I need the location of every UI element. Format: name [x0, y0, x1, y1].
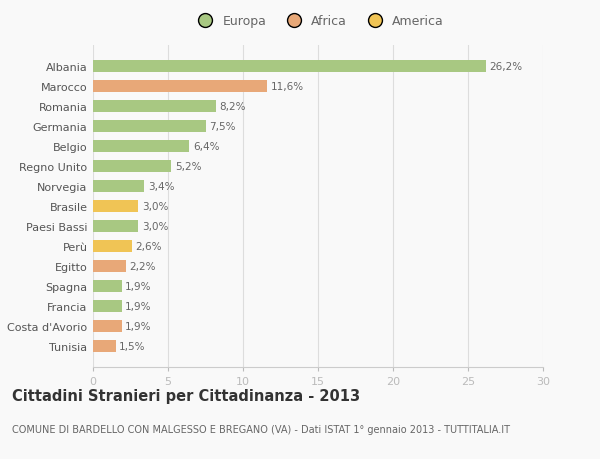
Text: 1,9%: 1,9% — [125, 281, 152, 291]
Text: 1,5%: 1,5% — [119, 341, 146, 352]
Text: 26,2%: 26,2% — [490, 62, 523, 72]
Text: 2,2%: 2,2% — [130, 262, 156, 271]
Text: 8,2%: 8,2% — [220, 101, 246, 112]
Text: COMUNE DI BARDELLO CON MALGESSO E BREGANO (VA) - Dati ISTAT 1° gennaio 2013 - TU: COMUNE DI BARDELLO CON MALGESSO E BREGAN… — [12, 425, 510, 435]
Text: 2,6%: 2,6% — [136, 241, 162, 252]
Bar — [93, 320, 121, 333]
Bar — [93, 220, 138, 233]
Text: Cittadini Stranieri per Cittadinanza - 2013: Cittadini Stranieri per Cittadinanza - 2… — [12, 388, 360, 403]
Text: 3,0%: 3,0% — [142, 202, 168, 212]
Text: 5,2%: 5,2% — [175, 162, 201, 172]
Bar — [93, 160, 171, 173]
Bar — [93, 180, 144, 193]
Bar — [93, 340, 115, 353]
Bar — [93, 280, 121, 293]
Bar — [93, 241, 132, 253]
Text: 3,0%: 3,0% — [142, 222, 168, 231]
Text: 7,5%: 7,5% — [209, 122, 236, 132]
Text: 6,4%: 6,4% — [193, 142, 219, 151]
Text: 11,6%: 11,6% — [271, 82, 304, 92]
Legend: Europa, Africa, America: Europa, Africa, America — [187, 11, 449, 34]
Bar — [93, 260, 126, 273]
Bar — [93, 101, 216, 113]
Text: 1,9%: 1,9% — [125, 302, 152, 312]
Text: 3,4%: 3,4% — [148, 182, 174, 191]
Bar — [93, 140, 189, 153]
Text: 1,9%: 1,9% — [125, 321, 152, 331]
Bar — [93, 120, 205, 133]
Bar — [93, 61, 486, 73]
Bar — [93, 300, 121, 313]
Bar — [93, 80, 267, 93]
Bar — [93, 201, 138, 213]
